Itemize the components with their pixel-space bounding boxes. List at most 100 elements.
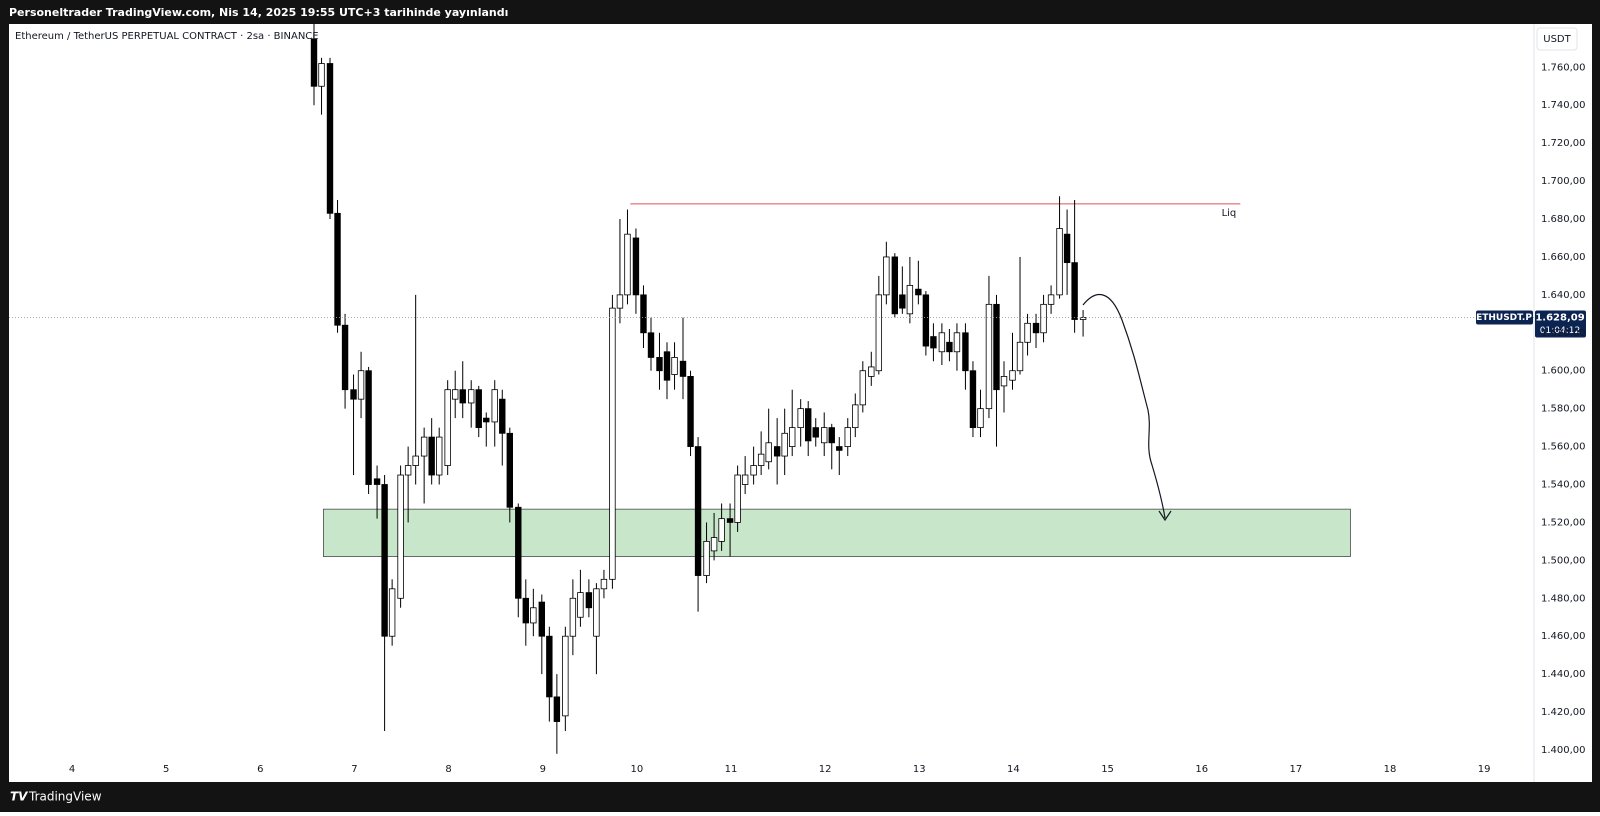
x-tick-label: 10 <box>631 764 644 775</box>
symbol-tag-label: ETHUSDT.P <box>1476 313 1532 323</box>
candle-body <box>946 341 953 353</box>
x-tick-label: 16 <box>1195 764 1208 775</box>
candle-body <box>812 427 819 438</box>
price-tag-label: 1.628,09 <box>1535 312 1584 323</box>
bottom-bar <box>0 782 1600 812</box>
footer-brand: TradingView <box>28 790 102 804</box>
candle-body <box>1063 233 1071 264</box>
candle-body <box>859 370 867 406</box>
liquidity-label: Liq <box>1222 208 1237 219</box>
candle-body <box>640 294 647 334</box>
candle-body <box>985 303 993 410</box>
y-tick-label: 1.560,00 <box>1541 442 1586 453</box>
publisher: Personeltrader TradingView.com, Nis 14, … <box>9 6 508 19</box>
candle-body <box>757 453 765 466</box>
candle-body <box>805 408 812 442</box>
left-border <box>0 24 9 782</box>
candle-body <box>609 307 616 580</box>
candle-body <box>781 432 788 457</box>
candle-body <box>938 332 946 353</box>
x-tick-label: 19 <box>1478 764 1491 775</box>
candle-body <box>624 233 631 296</box>
y-tick-label: 1.400,00 <box>1541 745 1586 756</box>
candle-body <box>962 332 969 372</box>
candle-body <box>710 537 718 552</box>
candle-body <box>647 332 655 358</box>
y-tick-label: 1.580,00 <box>1541 404 1586 415</box>
y-tick-label: 1.620,00 <box>1541 328 1586 339</box>
candle-body <box>875 294 883 372</box>
countdown: 01:04:12 <box>1540 326 1580 336</box>
candle-body <box>499 398 506 434</box>
y-tick-label: 1.680,00 <box>1541 214 1586 225</box>
candle-body <box>553 696 561 722</box>
plot-area: Liq <box>9 24 1534 754</box>
x-tick-label: 18 <box>1384 764 1397 775</box>
candle-body <box>577 592 584 618</box>
candle-body <box>468 389 475 404</box>
symbol-tag <box>1476 310 1533 325</box>
y-tick-label: 1.760,00 <box>1541 62 1586 73</box>
candle-body <box>444 389 451 466</box>
y-tick-label: 1.740,00 <box>1541 100 1586 111</box>
candle-body <box>844 427 851 447</box>
x-tick-label: 6 <box>257 764 263 775</box>
candle-body <box>475 389 482 429</box>
top-bar <box>0 0 1600 24</box>
candle-body <box>953 332 961 353</box>
logo-mark: TV <box>10 790 29 804</box>
candle-body <box>828 427 835 444</box>
candle-body <box>718 518 725 542</box>
candle-body <box>562 635 569 717</box>
projection-arrow <box>1082 293 1172 522</box>
candle-body <box>428 436 435 476</box>
candle-body <box>1032 322 1040 334</box>
symbol-title: Ethereum / TetherUS PERPETUAL CONTRACT ·… <box>15 31 319 42</box>
x-tick-label: 12 <box>819 764 832 775</box>
candle-body <box>1047 294 1055 305</box>
candle-body <box>1071 262 1078 320</box>
y-tick-label: 1.480,00 <box>1541 593 1586 604</box>
candle-body <box>381 484 388 637</box>
candle-body <box>993 303 1000 391</box>
x-tick-label: 9 <box>540 764 546 775</box>
overlay: ETHUSDT.P 1.628,09 01:04:12 <box>1476 310 1586 338</box>
candle-body <box>741 474 749 485</box>
candle-body <box>773 446 781 457</box>
y-tick-label: 1.600,00 <box>1541 366 1586 377</box>
x-tick-label: 11 <box>725 764 738 775</box>
candle-body <box>388 588 396 637</box>
candle-body <box>1000 376 1008 387</box>
candle-body <box>600 578 608 590</box>
candle-body <box>326 63 334 214</box>
candle-body <box>977 408 984 429</box>
y-tick-label: 1.440,00 <box>1541 669 1586 680</box>
candle-body <box>836 446 843 451</box>
candle-body <box>334 212 341 326</box>
candle-body <box>515 506 522 599</box>
candle-body <box>765 442 772 463</box>
x-tick-label: 13 <box>913 764 926 775</box>
candle-body <box>797 408 804 429</box>
candle-body <box>726 518 734 523</box>
candle-body <box>397 474 404 599</box>
candle-body <box>750 465 757 476</box>
candle-body <box>459 389 466 404</box>
y-tick-label: 1.640,00 <box>1541 290 1586 301</box>
candle-body <box>852 404 859 429</box>
x-tick-label: 15 <box>1101 764 1114 775</box>
y-tick-label: 1.720,00 <box>1541 138 1586 149</box>
candle-body <box>341 324 349 391</box>
candle-body <box>546 635 553 698</box>
candle-body <box>899 294 906 309</box>
candle-body <box>632 237 640 296</box>
candle-body <box>357 370 365 400</box>
candle-body <box>412 455 419 466</box>
candle-body <box>1056 228 1063 296</box>
candle-body <box>656 357 663 372</box>
candle-body <box>365 370 372 485</box>
candle-body <box>522 597 530 624</box>
y-tick-label: 1.540,00 <box>1541 480 1586 491</box>
candle-body <box>734 474 741 523</box>
y-tick-label: 1.660,00 <box>1541 252 1586 263</box>
